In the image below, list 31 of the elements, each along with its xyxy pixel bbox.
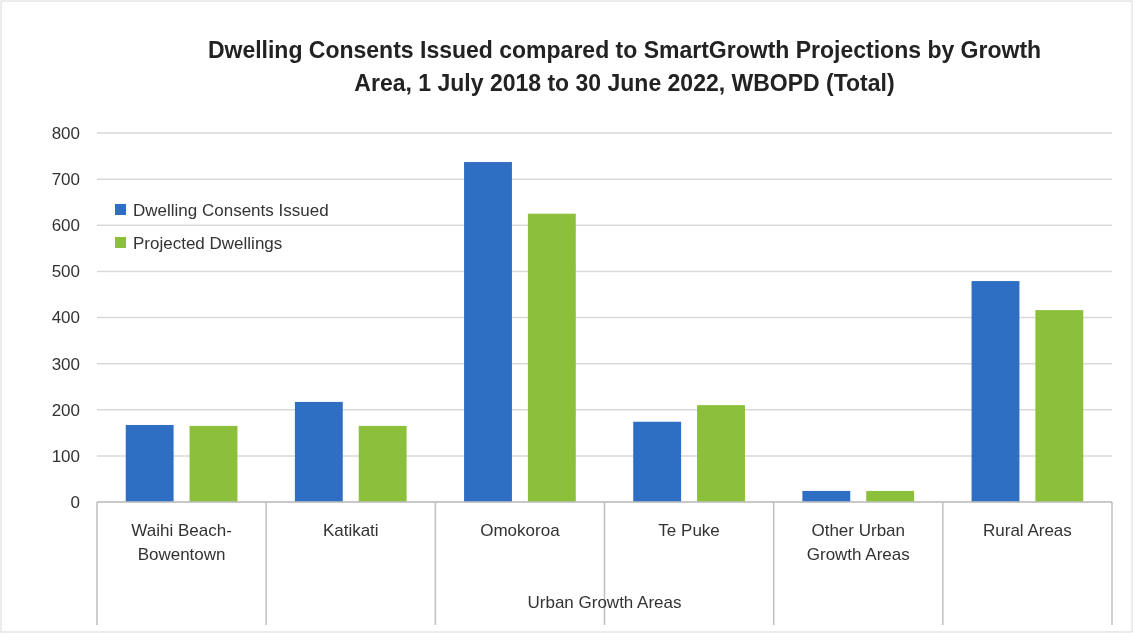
y-tick-label: 600 <box>51 216 80 236</box>
x-axis-title: Urban Growth Areas <box>527 593 682 612</box>
bar <box>125 424 174 502</box>
y-tick-label: 0 <box>70 492 80 512</box>
legend-label: Dwelling Consents Issued <box>133 200 329 220</box>
x-tick-label: Katikati <box>322 521 379 540</box>
x-tick-label: Omokoroa <box>480 521 561 540</box>
legend-label: Projected Dwellings <box>133 233 283 253</box>
bar <box>294 401 343 502</box>
bar <box>464 162 512 502</box>
y-tick-label: 200 <box>51 400 80 420</box>
bar <box>633 421 682 502</box>
y-tick-label: 800 <box>51 123 80 143</box>
bar <box>971 281 1020 502</box>
x-tick-label: Other Urban Growth Areas <box>806 521 910 564</box>
y-tick-label: 500 <box>51 262 80 282</box>
y-tick-label: 400 <box>51 308 80 328</box>
y-tick-label: 300 <box>51 354 80 374</box>
x-tick-label: Te Puke <box>658 521 720 540</box>
bar <box>527 213 576 502</box>
bar <box>358 425 407 502</box>
bar <box>1035 310 1084 502</box>
x-tick-label: Rural Areas <box>983 521 1072 540</box>
y-tick-label: 100 <box>51 446 80 466</box>
bar <box>802 490 851 502</box>
y-tick-label: 700 <box>51 170 80 190</box>
x-tick-label: Waihi Beach-Bowentown <box>131 521 232 564</box>
bar <box>866 490 915 502</box>
bar <box>697 405 745 502</box>
bar <box>189 425 238 502</box>
chart-title: Dwelling Consents Issued compared to SmartGrowth Projections by Growth Area, 1 July 2018 to 30 June 2022, WBOPD (Total) <box>207 37 1042 96</box>
